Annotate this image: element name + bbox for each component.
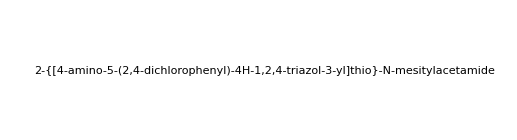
Text: 2-{[4-amino-5-(2,4-dichlorophenyl)-4H-1,2,4-triazol-3-yl]thio}-N-mesitylacetamid: 2-{[4-amino-5-(2,4-dichlorophenyl)-4H-1,…	[35, 66, 495, 76]
